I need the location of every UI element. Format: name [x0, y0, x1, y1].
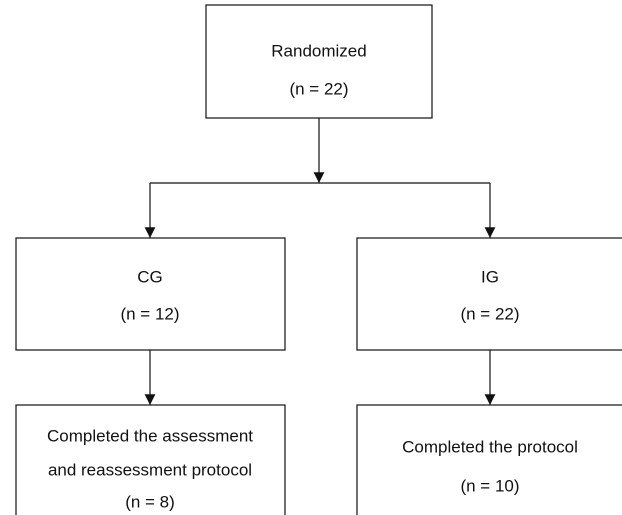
node-box [356, 404, 622, 515]
node-box [15, 404, 286, 515]
node-label: (n = 12) [120, 304, 179, 323]
node-label: IG [481, 267, 499, 286]
node-label: (n = 22) [289, 79, 348, 98]
node-label: Completed the assessment [47, 426, 253, 445]
node-label: Completed the protocol [402, 437, 578, 456]
node-label: and reassessment protocol [48, 460, 252, 479]
node-label: (n = 22) [460, 304, 519, 323]
node-box [15, 237, 286, 351]
node-label: (n = 10) [460, 476, 519, 495]
node-label: CG [137, 267, 163, 286]
node-label: (n = 8) [125, 492, 175, 511]
node-box [205, 4, 433, 119]
node-box [356, 237, 622, 351]
node-label: Randomized [271, 41, 366, 60]
